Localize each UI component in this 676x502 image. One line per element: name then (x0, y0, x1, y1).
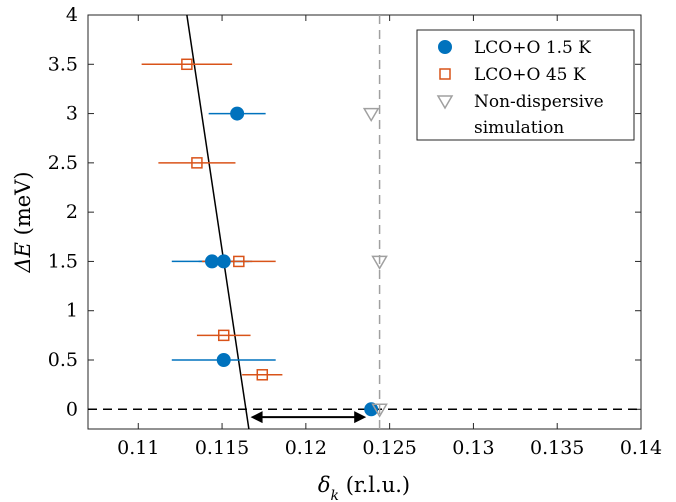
data-point (216, 254, 231, 269)
y-tick-label: 2 (66, 201, 78, 223)
data-point (362, 107, 380, 123)
data-point (191, 157, 203, 169)
y-tick-label: 0.5 (48, 349, 78, 371)
x-tick-label: 0.115 (195, 437, 249, 459)
legend-marker (436, 95, 454, 110)
shift-arrow-left-head (250, 411, 263, 424)
x-tick-label: 0.135 (530, 437, 584, 459)
data-point (205, 254, 220, 269)
y-tick-label: 1 (66, 300, 78, 322)
data-point (217, 329, 230, 342)
x-tick-label: 0.12 (285, 437, 327, 459)
y-tick-label: 2.5 (48, 152, 78, 174)
x-tick-label: 0.14 (620, 437, 662, 459)
x-tick-label: 0.125 (362, 437, 416, 459)
legend-marker (439, 68, 451, 80)
data-point (230, 106, 245, 121)
legend-marker (438, 40, 452, 54)
y-tick-label: 1.5 (48, 250, 78, 272)
data-point (216, 353, 231, 367)
shift-arrow-right-head (354, 411, 367, 424)
legend-label: LCO+O 1.5 K (474, 38, 591, 58)
legend: LCO+O 1.5 K LCO+O 45 K Non-dispersive simul… (416, 29, 635, 141)
y-tick-label: 0 (66, 398, 78, 420)
y-tick-label: 3 (66, 103, 78, 125)
data-point (371, 403, 388, 418)
y-axis-label: ΔE (meV) (11, 171, 35, 273)
x-tick-label: 0.11 (117, 437, 159, 459)
legend-box (416, 29, 635, 141)
fit-line (186, 14, 250, 430)
data-point (371, 255, 388, 270)
plot-area: 0.11 0.115 0.12 0.125 0.13 0.135 0.14 0 0.5 1 1.5 2… (48, 4, 662, 459)
y-tick-label: 4 (66, 4, 78, 26)
axes-frame (87, 14, 642, 430)
legend-label: LCO+O 45 K (474, 65, 586, 85)
x-tick-label: 0.13 (452, 437, 494, 459)
data-point (181, 58, 193, 71)
y-tick-label: 3.5 (48, 53, 78, 75)
legend-label: simulation (474, 118, 564, 138)
data-point (233, 255, 245, 268)
legend-label: Non-dispersive (474, 92, 604, 112)
x-axis-label: δk (r.l.u.) (318, 473, 410, 502)
data-point (256, 369, 269, 381)
